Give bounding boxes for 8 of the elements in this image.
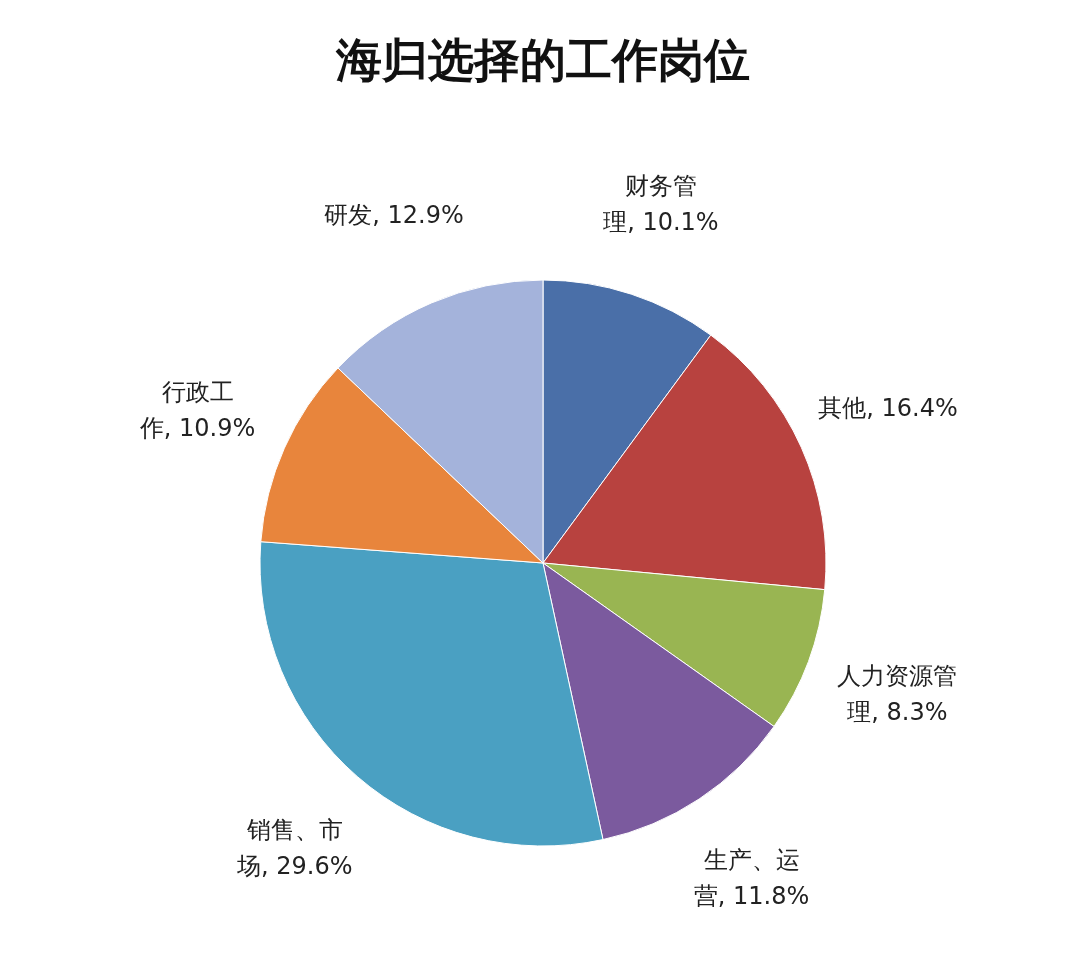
slice-label: 销售、市场, 29.6%: [236, 816, 353, 881]
slice-label: 人力资源管理, 8.3%: [837, 662, 958, 727]
slice-label: 行政工作, 10.9%: [138, 377, 256, 442]
slice-label: 生产、运营, 11.8%: [693, 846, 810, 911]
chart-title: 海归选择的工作岗位: [335, 33, 750, 87]
slice-label: 财务管理, 10.1%: [603, 171, 719, 236]
slice-label: 研发, 12.9%: [324, 200, 464, 229]
slice-label: 其他, 16.4%: [818, 393, 958, 422]
